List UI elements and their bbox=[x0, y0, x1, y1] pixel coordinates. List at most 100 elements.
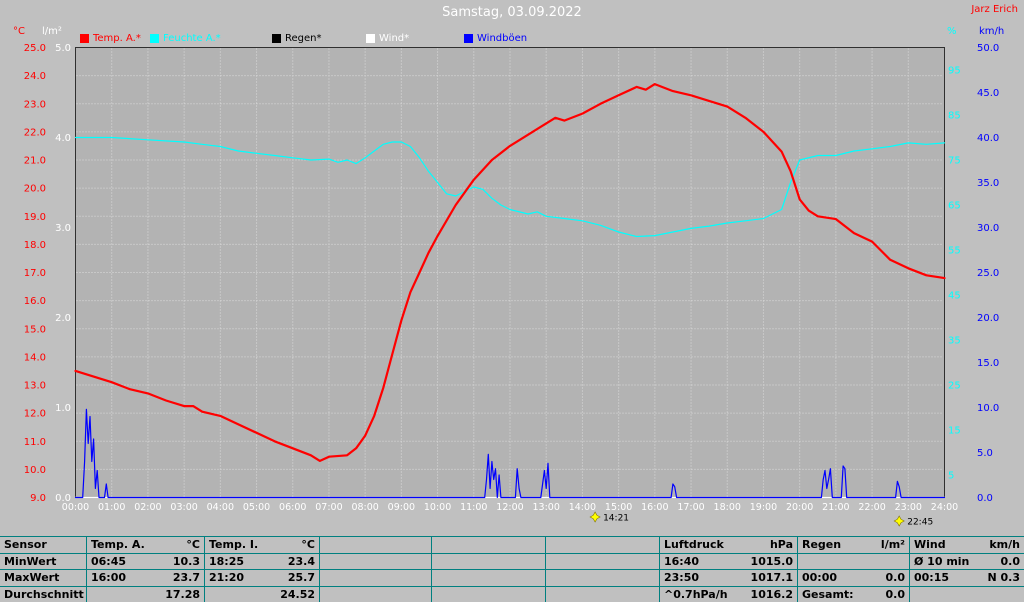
x-axis-tick-label: 07:00 bbox=[315, 502, 342, 513]
axis-unit-humidity: % bbox=[947, 26, 957, 37]
x-axis-tick-label: 02:00 bbox=[134, 502, 161, 513]
weather-chart: 25.0 24.0 23.0 22.0 21.0 20.0 19.0 18.0 17.0 16.0… bbox=[24, 43, 1000, 528]
minwert-temp-a-time: 06:45 bbox=[86, 554, 146, 570]
rain-axis-tick-label: 1.0 bbox=[55, 403, 71, 414]
humidity-axis-tick-label: 25 bbox=[948, 381, 961, 392]
legend-label-wind: Wind* bbox=[379, 32, 410, 44]
humidity-axis-tick-label: 15 bbox=[948, 426, 961, 437]
temp-axis-tick-label: 13.0 bbox=[24, 381, 46, 392]
wind-axis-tick-label: 20.0 bbox=[977, 313, 999, 324]
table-cell-empty bbox=[319, 537, 431, 554]
legend-label-gusts: Windböen bbox=[477, 32, 528, 44]
table-cell-empty bbox=[909, 587, 969, 602]
wind-axis-tick-label: 30.0 bbox=[977, 223, 999, 234]
temp-axis-tick-label: 17.0 bbox=[24, 268, 46, 279]
th-sensor: Sensor bbox=[0, 537, 86, 554]
th-temp-a-unit: °C bbox=[146, 537, 204, 554]
event-marker-time: 22:45 bbox=[907, 518, 933, 528]
avg-luftdruck-value: 1016.2 bbox=[750, 588, 793, 601]
minwert-luftdruck-value: 1015.0 bbox=[729, 554, 797, 570]
maxwert-temp-i-time: 21:20 bbox=[204, 570, 264, 587]
temp-axis-tick-label: 11.0 bbox=[24, 437, 46, 448]
temp-axis-tick-label: 23.0 bbox=[24, 99, 46, 110]
table-cell-empty bbox=[431, 570, 545, 587]
legend-label-rain: Regen* bbox=[285, 32, 322, 44]
station-name: Jarz Erich bbox=[971, 4, 1018, 15]
minwert-regen-value bbox=[853, 554, 909, 570]
maxwert-temp-i-value: 25.7 bbox=[264, 570, 319, 587]
humidity-axis-tick-label: 55 bbox=[948, 246, 961, 257]
row-label-minwert: MinWert bbox=[0, 554, 86, 570]
row-label-durchschnitt: Durchschnitt bbox=[4, 588, 84, 601]
th-luftdruck: Luftdruck bbox=[659, 537, 729, 554]
wind-axis-tick-label: 35.0 bbox=[977, 178, 999, 189]
legend-item-gusts: Windböen bbox=[464, 32, 527, 44]
temp-series-line bbox=[74, 82, 946, 462]
th-temp-a: Temp. A. bbox=[86, 537, 146, 554]
temp-axis-tick-label: 19.0 bbox=[24, 212, 46, 223]
temp-axis-tick-label: 24.0 bbox=[24, 71, 46, 82]
x-axis-tick-label: 05:00 bbox=[243, 502, 270, 513]
minwert-temp-a-value: 10.3 bbox=[146, 554, 204, 570]
maxwert-luftdruck-time: 23:50 bbox=[659, 570, 729, 587]
table-cell-empty bbox=[545, 570, 659, 587]
x-axis-tick-label: 00:00 bbox=[62, 502, 89, 513]
humidity-axis-tick-label: 45 bbox=[948, 291, 961, 302]
th-temp-i-unit: °C bbox=[264, 537, 319, 554]
maxwert-regen-value: 0.0 bbox=[853, 570, 909, 587]
temp-axis-tick-label: 9.0 bbox=[30, 493, 46, 504]
maxwert-wind-time: 00:15 bbox=[909, 570, 969, 587]
x-axis-tick-label: 21:00 bbox=[822, 502, 849, 513]
temp-axis-tick-label: 12.0 bbox=[24, 409, 46, 420]
wind-axis-tick-label: 15.0 bbox=[977, 358, 999, 369]
wind-axis-tick-label: 5.0 bbox=[977, 448, 993, 459]
x-axis-tick-label: 03:00 bbox=[170, 502, 197, 513]
table-cell-empty bbox=[969, 587, 1024, 602]
humidity-series-line bbox=[74, 136, 946, 238]
temp-axis-tick-label: 14.0 bbox=[24, 352, 46, 363]
table-cell-empty bbox=[545, 537, 659, 554]
row-label-maxwert: MaxWert bbox=[0, 570, 86, 587]
x-axis-tick-label: 24:00 bbox=[931, 502, 958, 513]
table-cell-empty bbox=[319, 570, 431, 587]
avg-temp-i-value: 24.52 bbox=[280, 588, 315, 601]
x-axis-tick-label: 18:00 bbox=[714, 502, 741, 513]
temp-axis-tick-label: 21.0 bbox=[24, 156, 46, 167]
x-axis-tick-label: 15:00 bbox=[605, 502, 632, 513]
th-regen-unit: l/m² bbox=[853, 537, 909, 554]
legend-item-rain: Regen* bbox=[272, 32, 322, 44]
rain-axis-tick-label: 2.0 bbox=[55, 313, 71, 324]
th-regen: Regen bbox=[797, 537, 853, 554]
legend-item-temp: Temp. A.* bbox=[80, 32, 141, 44]
x-axis-tick-label: 13:00 bbox=[533, 502, 560, 513]
wind-axis-tick-label: 0.0 bbox=[977, 493, 993, 504]
maxwert-temp-a-time: 16:00 bbox=[86, 570, 146, 587]
table-cell-empty bbox=[319, 587, 431, 602]
gusts-series-line bbox=[74, 408, 946, 499]
table-cell-empty bbox=[431, 554, 545, 570]
legend-item-humidity: Feuchte A.* bbox=[150, 32, 221, 44]
avg-temp-a-value: 17.28 bbox=[165, 588, 200, 601]
humidity-series-swatch-icon bbox=[150, 33, 159, 43]
x-axis-tick-label: 04:00 bbox=[207, 502, 234, 513]
table-cell-empty bbox=[431, 537, 545, 554]
x-axis-tick-label: 22:00 bbox=[858, 502, 885, 513]
legend-label-temp: Temp. A.* bbox=[93, 32, 141, 44]
temp-series-swatch-icon bbox=[80, 33, 89, 43]
humidity-axis-tick-label: 35 bbox=[948, 336, 961, 347]
wind-axis-tick-label: 25.0 bbox=[977, 268, 999, 279]
x-axis-tick-label: 06:00 bbox=[279, 502, 306, 513]
minwert-luftdruck-time: 16:40 bbox=[659, 554, 729, 570]
humidity-axis-tick-label: 85 bbox=[948, 111, 961, 122]
temp-axis-tick-label: 22.0 bbox=[24, 127, 46, 138]
x-axis-tick-label: 19:00 bbox=[750, 502, 777, 513]
rain-axis-tick-label: 4.0 bbox=[55, 133, 71, 144]
rain-axis-tick-label: 5.0 bbox=[55, 43, 71, 54]
minwert-temp-i-value: 23.4 bbox=[264, 554, 319, 570]
event-marker-icon bbox=[893, 515, 905, 527]
table-cell-empty bbox=[319, 554, 431, 570]
table-cell-empty bbox=[545, 554, 659, 570]
wind-axis-tick-label: 40.0 bbox=[977, 133, 999, 144]
th-luftdruck-unit: hPa bbox=[729, 537, 797, 554]
